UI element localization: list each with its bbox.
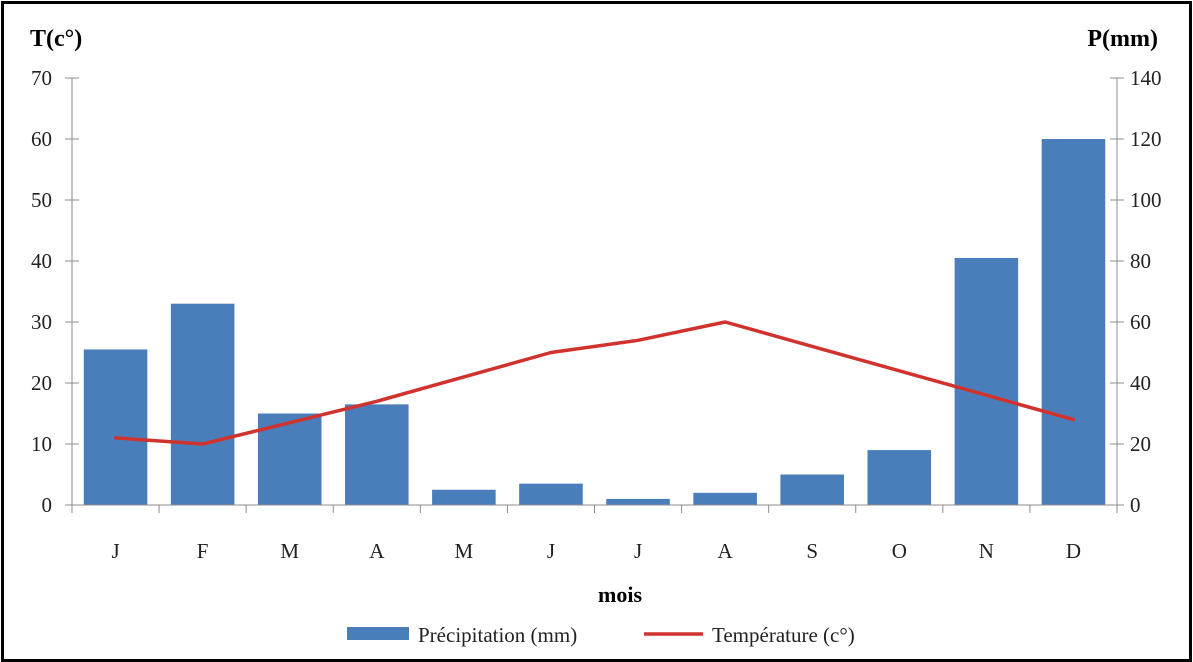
axes: 0 10 20 30 40 50 60 70 0 20 40 60 80 100 120 140 J F M A M J J…	[31, 66, 1162, 563]
bar-4	[432, 489, 496, 505]
bar-series	[83, 139, 1106, 505]
y-right-tick-label: 40	[1130, 371, 1151, 395]
x-tick-label: A	[718, 539, 734, 563]
bar-6	[606, 498, 670, 505]
bar-1	[170, 303, 235, 505]
y-right-tick-label: 120	[1130, 127, 1162, 151]
x-tick-label: J	[111, 539, 119, 563]
y-left-tick-label: 60	[31, 127, 52, 151]
x-tick-label: M	[455, 539, 474, 563]
bar-3	[345, 404, 409, 505]
y-right-tick-label: 60	[1130, 310, 1151, 334]
x-axis-title: mois	[598, 582, 642, 607]
temperature-line	[113, 320, 1076, 446]
y-right-tick-label: 100	[1130, 188, 1162, 212]
y-right-tick-label: 0	[1130, 493, 1141, 517]
y-right-tick-label: 140	[1130, 66, 1162, 90]
x-tick-label: F	[197, 539, 209, 563]
bar-5	[519, 483, 583, 505]
y-left-tick-label: 20	[31, 371, 52, 395]
x-tick-label: O	[892, 539, 907, 563]
y-right-axis-title: P(mm)	[1087, 26, 1158, 52]
y-left-tick-label: 30	[31, 310, 52, 334]
x-tick-label: J	[634, 539, 642, 563]
y-left-axis-title: T(c°)	[30, 26, 82, 52]
x-tick-label: D	[1066, 539, 1081, 563]
x-tick-label: A	[369, 539, 385, 563]
x-tick-label: S	[806, 539, 818, 563]
y-left-tick-label: 50	[31, 188, 52, 212]
x-tick-label: N	[979, 539, 994, 563]
legend: Précipitation (mm) Température (c°)	[347, 623, 855, 647]
line-series	[113, 320, 1076, 446]
bar-9	[867, 450, 932, 505]
x-tick-label: M	[280, 539, 299, 563]
bar-11	[1041, 139, 1106, 505]
bar-8	[780, 474, 844, 505]
bar-10	[954, 257, 1019, 505]
y-left-tick-label: 40	[31, 249, 52, 273]
legend-line-label: Température (c°)	[712, 623, 855, 647]
bar-0	[83, 349, 148, 505]
y-right-tick-label: 20	[1130, 432, 1151, 456]
y-left-tick-label: 10	[31, 432, 52, 456]
bar-7	[693, 492, 757, 505]
y-left-tick-label: 70	[31, 66, 52, 90]
x-tick-label: J	[547, 539, 555, 563]
legend-bar-swatch	[347, 627, 409, 640]
y-right-tick-label: 80	[1130, 249, 1151, 273]
legend-bar-label: Précipitation (mm)	[418, 623, 577, 647]
y-left-tick-label: 0	[42, 493, 53, 517]
